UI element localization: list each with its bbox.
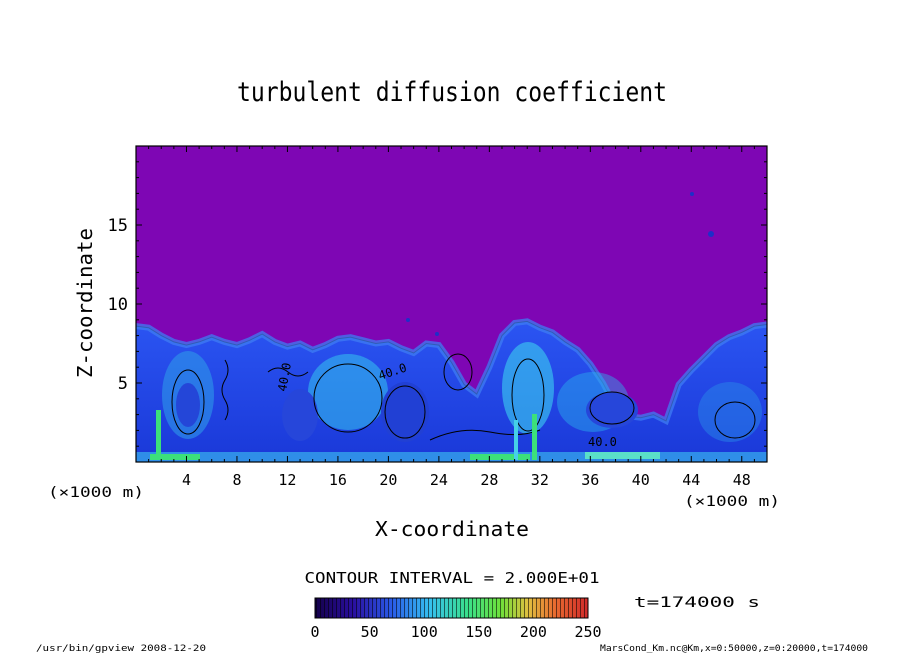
y-axis: 5 10 15: [108, 161, 767, 447]
eddy-core-3: [282, 389, 318, 441]
surface-layer: [136, 410, 767, 462]
speck-3: [406, 318, 410, 322]
contour-ring-5: [589, 391, 635, 425]
plume-gradient-band: [136, 318, 767, 426]
x-axis-label: X-coordinate: [375, 517, 529, 541]
eddy-core-2: [381, 382, 429, 442]
contour-ring-4: [511, 358, 545, 432]
surface-green-3: [585, 452, 660, 459]
colorbar-tick-label: 50: [361, 623, 379, 641]
x-tick-label: 44: [682, 471, 700, 489]
contour-ring-3: [384, 385, 426, 439]
surface-green-2: [470, 454, 530, 460]
contour-wiggle-1: [221, 359, 229, 421]
footer-right: MarsCond_Km.nc@Km,x=0:50000,z=0:20000,t=…: [600, 644, 868, 654]
turbulent-layer: 40.0 40.0 40.0: [136, 192, 767, 462]
y-tick-label: 10: [108, 295, 128, 315]
colorbar-frame: [314, 597, 589, 619]
x-tick-label: 28: [480, 471, 498, 489]
surface-spike-2: [532, 414, 537, 460]
time-label: t=174000 s: [634, 595, 760, 611]
x-tick-label: 40: [632, 471, 650, 489]
eddy-cyan-3: [502, 342, 554, 434]
surface-spike-3: [514, 420, 518, 460]
contour-wiggle-3: [429, 429, 541, 441]
speck-4: [435, 332, 439, 336]
x-unit-right: (×1000 m): [684, 494, 780, 510]
x-tick-label: 8: [232, 471, 241, 489]
contour-ring-1: [171, 369, 205, 435]
surface-spike-1: [156, 410, 161, 460]
colorbar-tick-label: 150: [465, 623, 492, 641]
x-unit-left: (×1000 m): [48, 485, 144, 501]
x-tick-label: 20: [379, 471, 397, 489]
y-axis-label: Z-coordinate: [73, 228, 97, 378]
chart-title: turbulent diffusion coefficient: [237, 77, 667, 108]
footer-left: /usr/bin/gpview 2008-12-20: [36, 644, 206, 654]
eddy-highlights: [162, 342, 762, 442]
contour-ring-7: [714, 401, 756, 439]
speck-2: [708, 231, 714, 237]
x-tick-label: 12: [278, 471, 296, 489]
contour-ring-6: [443, 353, 473, 391]
colorbar-tick-label: 0: [310, 623, 319, 641]
x-tick-label: 16: [329, 471, 347, 489]
x-tick-label: 4: [182, 471, 191, 489]
colorbar-stripes: [315, 598, 588, 618]
x-tick-label: 48: [733, 471, 751, 489]
x-axis: 4 8 12 16 20 24 28 32 36 40 44 48: [148, 146, 755, 489]
colorbar-ticks: 0 50 100 150 200 250: [310, 623, 601, 641]
colorbar-tick-label: 250: [574, 623, 601, 641]
y-tick-label: 5: [118, 374, 128, 394]
surface-band: [136, 452, 767, 462]
colorbar-tick-label: 100: [411, 623, 438, 641]
eddy-core-1: [176, 383, 200, 427]
contour-label-3: 40.0: [588, 435, 617, 449]
contour-wiggle-2: [267, 367, 309, 377]
speck-1: [690, 192, 694, 196]
contour-ring-2: [313, 363, 383, 433]
x-tick-label: 36: [581, 471, 599, 489]
contour-interval-text: CONTOUR INTERVAL = 2.000E+01: [305, 569, 600, 587]
eddy-cyan-2: [308, 354, 388, 430]
eddy-core-4: [586, 392, 638, 428]
y-tick-label: 15: [108, 216, 128, 236]
contour-label-1: 40.0: [275, 362, 294, 393]
specks: [406, 192, 714, 336]
colorbar-tick-label: 200: [520, 623, 547, 641]
x-tick-label: 24: [430, 471, 448, 489]
contour-lines: [171, 353, 756, 441]
surface-green-1: [150, 454, 200, 460]
x-tick-label: 32: [531, 471, 549, 489]
eddy-cyan-5: [698, 382, 762, 442]
